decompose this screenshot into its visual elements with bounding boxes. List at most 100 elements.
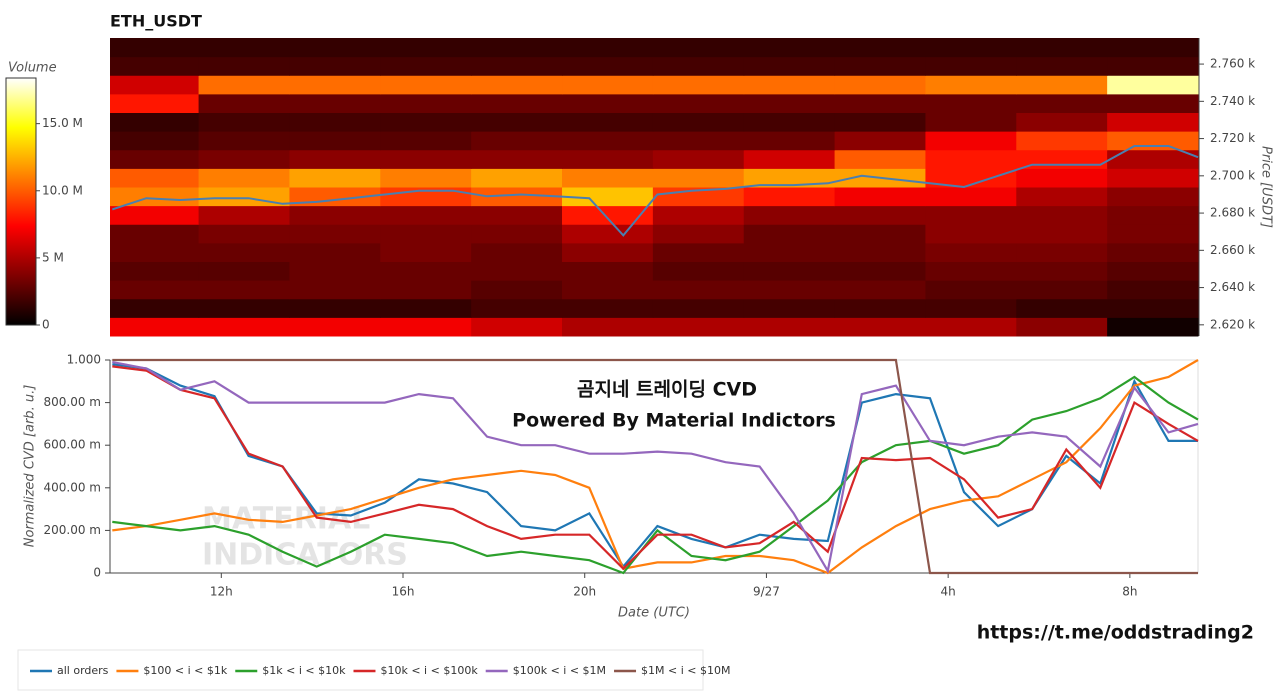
y-axis-label: Normalized CVD [arb. u.] (23, 385, 38, 548)
heatmap-cell (380, 317, 472, 337)
heatmap-cell (834, 112, 926, 132)
heatmap-cell (1107, 317, 1199, 337)
heatmap-cell (289, 93, 381, 113)
heatmap-cell (652, 224, 745, 244)
heatmap-cell (925, 149, 1017, 169)
colorbar-tick-label: 15.0 M (42, 116, 83, 130)
heatmap-cell (925, 261, 1017, 281)
heatmap-cell (562, 205, 654, 225)
heatmap-cell (834, 56, 926, 76)
y-tick-label: 2.700 k (1210, 168, 1255, 182)
y-tick-label: 2.680 k (1210, 206, 1255, 220)
series-line (112, 375, 1199, 575)
heatmap-cell (743, 75, 836, 95)
heatmap-cell (1107, 149, 1199, 169)
series-line (112, 365, 1199, 571)
heatmap-cell (652, 298, 745, 318)
heatmap-cell (562, 112, 654, 132)
heatmap-cell (743, 224, 836, 244)
heatmap-cell (380, 205, 472, 225)
heatmap-cell (471, 149, 563, 169)
x-tick-label: 16h (392, 585, 415, 599)
watermark: MATERIAL (202, 502, 370, 537)
y-tick-label: 2.660 k (1210, 243, 1255, 257)
heatmap-cell (1016, 56, 1108, 76)
heatmap-cell (198, 56, 290, 76)
heatmap-cell (743, 131, 836, 151)
heatmap-cell (110, 38, 200, 58)
heatmap-cell (289, 242, 381, 262)
heatmap-cell (562, 168, 654, 188)
heatmap-cell (471, 280, 563, 300)
heatmap-cell (1016, 187, 1108, 207)
annotation: Powered By Material Indictors (512, 410, 836, 432)
heatmap-cell (743, 56, 836, 76)
heatmap-cell (198, 38, 290, 58)
heatmap-cell (471, 168, 563, 188)
heatmap-cell (1107, 242, 1199, 262)
heatmap-cell (198, 93, 290, 113)
x-tick-label: 12h (210, 585, 233, 599)
y-tick-label: 1.000 (67, 353, 101, 367)
heatmap-cell (652, 280, 745, 300)
heatmap-cell (380, 168, 472, 188)
heatmap-cell (562, 93, 654, 113)
heatmap-cell (110, 280, 200, 300)
heatmap-cell (1107, 298, 1199, 318)
heatmap-cell (1107, 261, 1199, 281)
heatmap-cell (1016, 298, 1108, 318)
heatmap-cell (471, 317, 563, 337)
x-tick-label: 8h (1122, 585, 1137, 599)
heatmap-cell (562, 187, 654, 207)
series-line (112, 358, 1198, 575)
heatmap-cell (1107, 168, 1199, 188)
heatmap-cell (1016, 168, 1108, 188)
heatmap-cell (834, 131, 926, 151)
heatmap-cell (380, 298, 472, 318)
heatmap-cell (380, 224, 472, 244)
heatmap-cell (652, 205, 745, 225)
heatmap-cell (925, 56, 1017, 76)
heatmap-cell (925, 224, 1017, 244)
heatmap-cell (562, 298, 654, 318)
heatmap-cell (380, 38, 472, 58)
y-tick-label: 800.00 m (44, 395, 102, 409)
heatmap-cell (1016, 112, 1108, 132)
heatmap-cell (652, 38, 745, 58)
heatmap-cell (1107, 75, 1199, 95)
heatmap-cell (471, 75, 563, 95)
heatmap-cell (471, 261, 563, 281)
heatmap-cell (652, 168, 745, 188)
heatmap-cell (110, 205, 200, 225)
heatmap-cell (110, 75, 200, 95)
heatmap-cell (1016, 93, 1108, 113)
heatmap-cell (289, 298, 381, 318)
heatmap-cell (289, 56, 381, 76)
heatmap-cell (562, 38, 654, 58)
heatmap-cell (1107, 38, 1199, 58)
heatmap-cell (110, 224, 200, 244)
heatmap-cell (834, 205, 926, 225)
heatmap-cell (743, 242, 836, 262)
heatmap-cell (110, 56, 200, 76)
heatmap-cell (198, 168, 290, 188)
heatmap-cell (1016, 38, 1108, 58)
heatmap-cell (289, 75, 381, 95)
colorbar-tick-label: 5 M (42, 250, 64, 264)
x-axis-label: Date (UTC) (618, 606, 690, 621)
heatmap-cell (834, 93, 926, 113)
heatmap-cell (471, 93, 563, 113)
heatmap-cell (925, 280, 1017, 300)
y-tick-label: 600.00 m (44, 438, 102, 452)
heatmap-cell (289, 280, 381, 300)
heatmap-cell (562, 317, 654, 337)
heatmap-cell (743, 280, 836, 300)
heatmap-cell (198, 112, 290, 132)
heatmap-cell (743, 149, 836, 169)
heatmap-cell (1107, 224, 1199, 244)
y-tick-label: 2.720 k (1210, 131, 1255, 145)
heatmap-cell (743, 261, 836, 281)
link[interactable]: https://t.me/oddstrading2 (977, 622, 1254, 644)
heatmap-cell (652, 317, 745, 337)
